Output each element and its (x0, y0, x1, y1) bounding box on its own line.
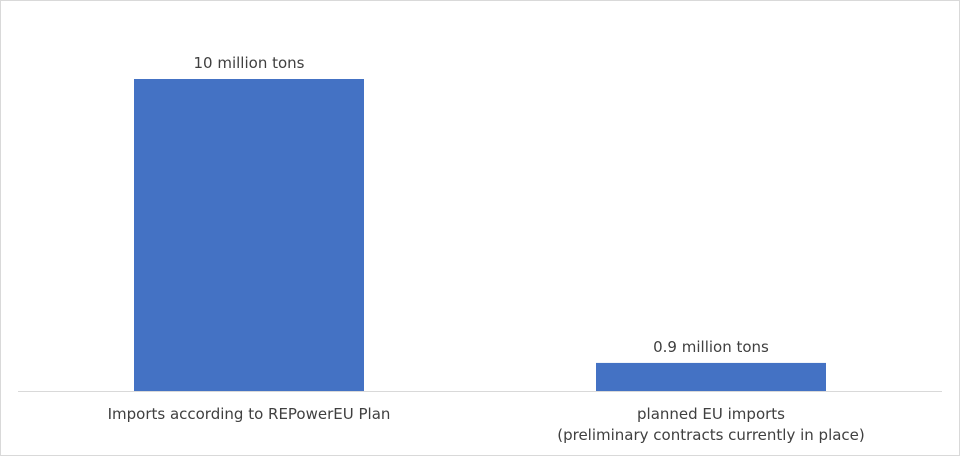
category-label: planned EU imports (637, 405, 785, 423)
category-label: (preliminary contracts currently in plac… (557, 426, 865, 444)
bar (134, 79, 364, 391)
data-label: 10 million tons (194, 54, 305, 72)
bar (596, 362, 826, 391)
category-label: Imports according to REPowerEU Plan (108, 405, 391, 423)
data-label: 0.9 million tons (653, 338, 769, 356)
